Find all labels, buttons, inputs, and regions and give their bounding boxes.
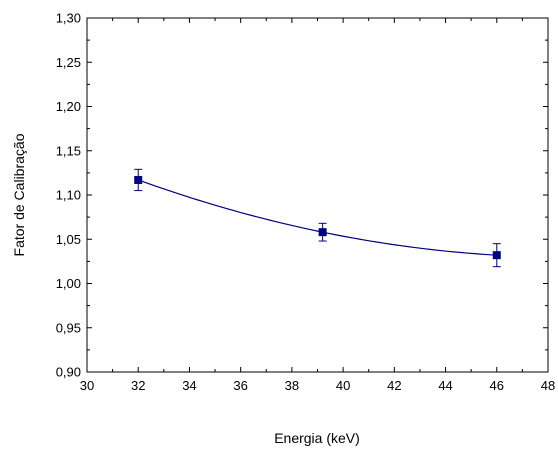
data-point xyxy=(134,175,143,184)
y-tick-label: 0,90 xyxy=(56,365,81,380)
x-tick-label: 40 xyxy=(336,378,350,393)
y-tick-label: 1,25 xyxy=(56,55,81,70)
x-tick-label: 30 xyxy=(80,378,94,393)
data-point xyxy=(318,228,327,237)
x-tick-label: 34 xyxy=(182,378,196,393)
plot-area xyxy=(86,17,549,373)
x-tick-label: 44 xyxy=(438,378,452,393)
x-axis-label: Energia (keV) xyxy=(274,430,360,446)
y-tick-label: 1,20 xyxy=(56,99,81,114)
x-tick-label: 42 xyxy=(387,378,401,393)
error-bars xyxy=(134,168,501,268)
data-points xyxy=(134,175,501,260)
major-ticks xyxy=(86,17,549,373)
y-tick-label: 1,05 xyxy=(56,232,81,247)
y-tick-label: 1,15 xyxy=(56,143,81,158)
x-tick-label: 46 xyxy=(490,378,504,393)
fit-curve xyxy=(138,179,497,256)
x-tick-label: 32 xyxy=(131,378,145,393)
x-tick-label: 36 xyxy=(233,378,247,393)
y-axis-label: Fator de Calibração xyxy=(11,133,27,256)
data-point xyxy=(492,251,501,260)
minor-ticks xyxy=(87,18,548,372)
y-tick-label: 1,10 xyxy=(56,188,81,203)
y-tick-label: 1,00 xyxy=(56,276,81,291)
x-tick-label: 48 xyxy=(541,378,555,393)
y-tick-label: 1,30 xyxy=(56,11,81,26)
x-tick-label: 38 xyxy=(285,378,299,393)
y-tick-label: 0,95 xyxy=(56,320,81,335)
x-tick-labels: 30 32 34 36 38 40 42 44 46 48 xyxy=(80,378,555,393)
y-tick-labels: 0,90 0,95 1,00 1,05 1,10 1,15 1,20 1,25 1,30 xyxy=(56,11,81,380)
